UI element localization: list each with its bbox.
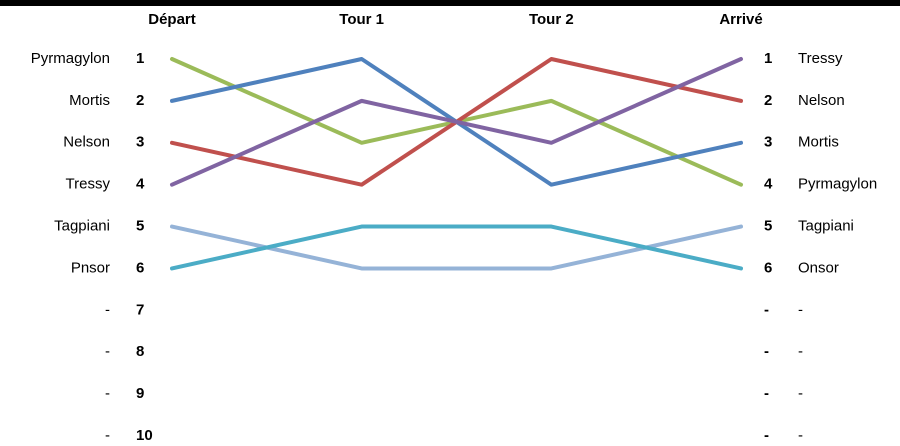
left-label: Tressy — [66, 176, 111, 193]
y2-tick-label: - — [764, 343, 769, 360]
right-label: - — [798, 427, 803, 444]
y-tick-label: 5 — [136, 218, 144, 235]
right-label: Tagpiani — [798, 218, 854, 235]
y-tick-label: 4 — [136, 176, 145, 193]
column-header: Tour 2 — [529, 11, 574, 28]
series-line — [170, 57, 743, 187]
series-line — [170, 224, 743, 271]
y-tick-label: 2 — [136, 92, 144, 109]
series-line — [170, 224, 743, 271]
y-tick-label: 3 — [136, 134, 144, 151]
left-label: - — [105, 427, 110, 444]
right-label: - — [798, 301, 803, 318]
right-label: Mortis — [798, 134, 839, 151]
column-header: Tour 1 — [339, 11, 384, 28]
top-bar — [0, 0, 900, 6]
y2-tick-label: 4 — [764, 176, 773, 193]
y-tick-label: 9 — [136, 385, 144, 402]
y-tick-label: 10 — [136, 427, 153, 444]
right-label: - — [798, 343, 803, 360]
y2-tick-label: 1 — [764, 50, 772, 67]
y2-tick-label: - — [764, 301, 769, 318]
y2-tick-label: 2 — [764, 92, 772, 109]
y-tick-label: 7 — [136, 301, 144, 318]
y2-tick-label: 5 — [764, 218, 772, 235]
y2-tick-label: - — [764, 385, 769, 402]
left-label: - — [105, 301, 110, 318]
right-label: - — [798, 385, 803, 402]
left-label: Mortis — [69, 92, 110, 109]
left-label: Tagpiani — [54, 218, 110, 235]
column-header: Départ — [148, 11, 196, 28]
y2-tick-label: - — [764, 427, 769, 444]
right-label: Onsor — [798, 259, 839, 276]
right-label: Pyrmagylon — [798, 176, 877, 193]
left-label: - — [105, 385, 110, 402]
left-label: - — [105, 343, 110, 360]
y2-tick-label: 6 — [764, 259, 772, 276]
column-header: Arrivé — [719, 11, 762, 28]
y-tick-label: 1 — [136, 50, 144, 67]
left-label: Nelson — [63, 134, 110, 151]
y-tick-label: 6 — [136, 259, 144, 276]
y-tick-label: 8 — [136, 343, 144, 360]
left-label: Pnsor — [71, 259, 110, 276]
y2-tick-label: 3 — [764, 134, 772, 151]
left-label: Pyrmagylon — [31, 50, 110, 67]
right-label: Tressy — [798, 50, 843, 67]
right-label: Nelson — [798, 92, 845, 109]
